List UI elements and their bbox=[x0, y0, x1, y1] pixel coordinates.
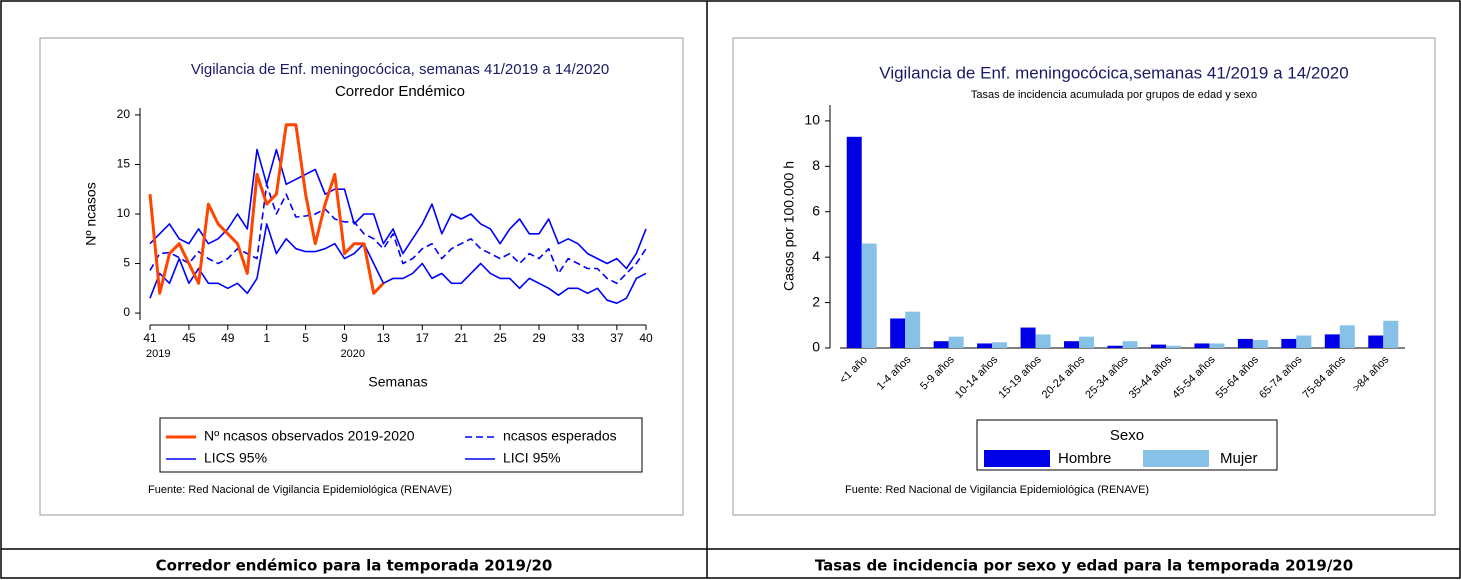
x-tick-label: 37 bbox=[610, 331, 624, 345]
x-tick-label: 15-19 años bbox=[996, 353, 1044, 401]
x-tick-label: 25-34 años bbox=[1083, 353, 1131, 401]
x-tick-label: >84 años bbox=[1351, 353, 1392, 394]
x-tick-label: 45-54 años bbox=[1170, 353, 1218, 401]
bar bbox=[977, 343, 993, 348]
bar bbox=[846, 136, 862, 348]
series-line bbox=[149, 148, 647, 270]
x-tick-label: 1 bbox=[263, 331, 270, 345]
y-tick-label: 15 bbox=[117, 157, 131, 171]
x-tick-label: 75-84 años bbox=[1301, 353, 1349, 401]
bar bbox=[1368, 335, 1384, 348]
y-tick-label: 10 bbox=[804, 112, 820, 128]
bar bbox=[1020, 327, 1036, 348]
legend-label: Nº ncasos observados 2019-2020 bbox=[204, 428, 415, 444]
bar bbox=[1165, 345, 1181, 348]
x-tick-label: 29 bbox=[532, 331, 546, 345]
x-tick-label: 10-14 años bbox=[953, 353, 1001, 401]
y-tick-label: 0 bbox=[812, 339, 820, 355]
x-year-label: 2020 bbox=[341, 348, 365, 360]
bar bbox=[1079, 336, 1095, 348]
legend-box bbox=[159, 417, 643, 473]
y-axis-title: Casos por 100.000 h bbox=[781, 161, 797, 291]
bar bbox=[861, 243, 877, 348]
bar bbox=[1252, 340, 1268, 348]
series-line bbox=[149, 223, 647, 304]
x-tick-label: 33 bbox=[571, 331, 585, 345]
x-tick-label: 5 bbox=[302, 331, 309, 345]
legend-label: Hombre bbox=[1058, 450, 1111, 467]
x-tick-label: 40 bbox=[639, 331, 653, 345]
y-tick-label: 10 bbox=[117, 206, 131, 220]
x-tick-label: 49 bbox=[221, 331, 235, 345]
y-axis-title: Nº ncasos bbox=[83, 182, 99, 245]
bar bbox=[1122, 341, 1138, 348]
y-tick-label: 0 bbox=[123, 305, 130, 319]
x-tick-label: 45 bbox=[182, 331, 196, 345]
caption: Tasas de incidencia por sexo y edad para… bbox=[815, 557, 1353, 575]
legend-label: LICI 95% bbox=[503, 450, 561, 466]
chart-title: Vigilancia de Enf. meningocócica, semana… bbox=[191, 61, 609, 78]
bar bbox=[1237, 338, 1253, 348]
y-tick-label: 6 bbox=[812, 202, 820, 218]
x-tick-label: <1 año bbox=[837, 354, 869, 386]
x-tick-label: 55-64 años bbox=[1214, 353, 1262, 401]
bar bbox=[1064, 341, 1080, 348]
bar bbox=[1339, 325, 1355, 348]
x-tick-label: 13 bbox=[377, 331, 391, 345]
x-tick-label: 17 bbox=[416, 331, 430, 345]
x-tick-label: 35-44 años bbox=[1127, 353, 1175, 401]
chart-frame bbox=[732, 37, 1436, 516]
bar bbox=[1194, 343, 1210, 348]
y-tick-label: 20 bbox=[117, 107, 131, 121]
legend-label: LICS 95% bbox=[204, 450, 267, 466]
caption: Corredor endémico para la temporada 2019… bbox=[156, 557, 553, 575]
bar bbox=[992, 342, 1008, 348]
legend-swatch bbox=[1143, 450, 1209, 467]
bar bbox=[1035, 334, 1051, 348]
source-note: Fuente: Red Nacional de Vigilancia Epide… bbox=[845, 484, 1149, 496]
chart-subtitle: Corredor Endémico bbox=[335, 83, 465, 100]
y-tick-label: 4 bbox=[812, 248, 820, 264]
x-tick-label: 21 bbox=[455, 331, 469, 345]
y-tick-label: 2 bbox=[812, 293, 820, 309]
y-tick-label: 8 bbox=[812, 157, 820, 173]
legend-title: Sexo bbox=[1110, 427, 1144, 444]
bar bbox=[905, 311, 921, 348]
series-line bbox=[148, 123, 385, 295]
bar bbox=[933, 341, 949, 348]
y-tick-label: 5 bbox=[123, 256, 130, 270]
bar bbox=[1383, 320, 1399, 348]
series-line bbox=[149, 183, 647, 285]
bar bbox=[1107, 345, 1123, 348]
x-tick-label: 25 bbox=[493, 331, 507, 345]
bar bbox=[890, 318, 906, 348]
bar bbox=[1281, 338, 1297, 348]
legend-swatch bbox=[984, 450, 1050, 467]
bar bbox=[1324, 334, 1340, 348]
x-tick-label: 65-74 años bbox=[1257, 353, 1305, 401]
bar bbox=[1296, 335, 1312, 348]
chart-title: Vigilancia de Enf. meningocócica,semanas… bbox=[879, 63, 1348, 82]
x-tick-label: 41 bbox=[143, 331, 157, 345]
bar bbox=[1150, 344, 1166, 348]
x-tick-label: 1-4 años bbox=[875, 353, 914, 392]
legend-box bbox=[976, 419, 1278, 471]
x-tick-label: 5-9 años bbox=[918, 353, 957, 392]
chart-frame bbox=[39, 37, 684, 516]
bar bbox=[1209, 343, 1225, 348]
x-tick-label: 9 bbox=[341, 331, 348, 345]
source-note: Fuente: Red Nacional de Vigilancia Epide… bbox=[148, 484, 452, 496]
x-axis-title: Semanas bbox=[368, 374, 427, 390]
bar bbox=[948, 336, 964, 348]
chart-subtitle: Tasas de incidencia acumulada por grupos… bbox=[971, 89, 1257, 101]
x-tick-label: 20-24 años bbox=[1040, 353, 1088, 401]
x-year-label: 2019 bbox=[146, 348, 170, 360]
legend-label: Mujer bbox=[1220, 450, 1258, 467]
legend-label: ncasos esperados bbox=[503, 428, 617, 444]
